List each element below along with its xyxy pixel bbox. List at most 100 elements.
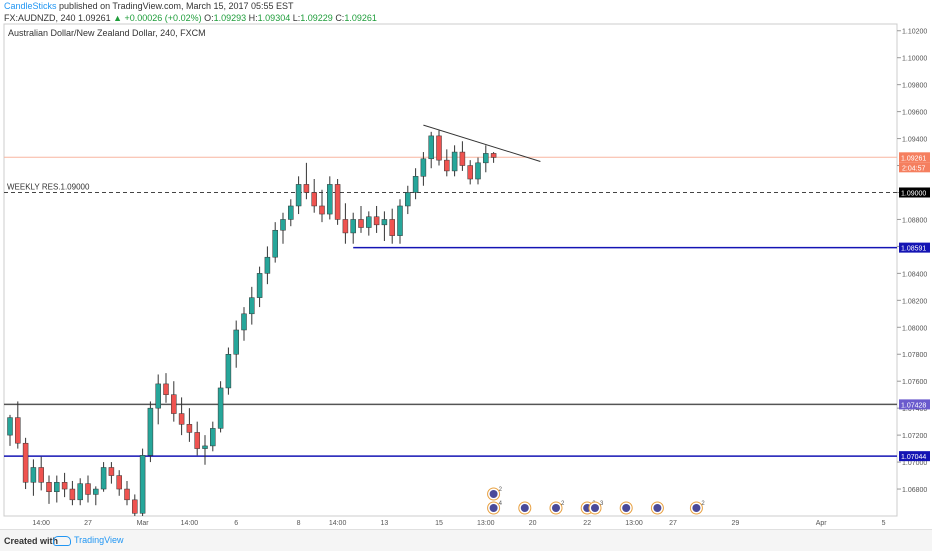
candle-body[interactable] xyxy=(373,216,380,226)
y-tick-label: 1.08800 xyxy=(902,217,927,224)
candle-body[interactable] xyxy=(217,387,224,429)
candle-body[interactable] xyxy=(412,176,419,193)
y-tick-label: 1.06800 xyxy=(902,487,927,494)
candle-body[interactable] xyxy=(194,432,200,449)
candle-body[interactable] xyxy=(108,467,115,476)
candle-body[interactable] xyxy=(93,488,99,495)
candle-body[interactable] xyxy=(124,488,130,501)
y-tick-label: 1.08200 xyxy=(902,298,927,305)
candle-body[interactable] xyxy=(459,151,466,166)
candle-body[interactable] xyxy=(389,219,395,236)
candle-body[interactable] xyxy=(69,488,76,501)
price-tag-bg xyxy=(899,451,930,462)
x-tick-label: 20 xyxy=(529,520,537,527)
price-tag-bg xyxy=(899,152,930,163)
candle-body[interactable] xyxy=(139,455,146,514)
candle-body[interactable] xyxy=(350,219,356,234)
candle-body[interactable] xyxy=(100,467,107,490)
candle-body[interactable] xyxy=(420,158,427,177)
close-value: 1.09261 xyxy=(344,13,377,23)
candle-body[interactable] xyxy=(311,192,317,207)
candle-body[interactable] xyxy=(319,205,325,215)
candle-body[interactable] xyxy=(483,153,489,164)
event-count: 2 xyxy=(561,501,565,507)
last-price: 1.09261 xyxy=(78,13,111,23)
candle-body[interactable] xyxy=(233,329,239,355)
x-tick-label: 27 xyxy=(669,520,677,527)
candle-body[interactable] xyxy=(256,273,263,298)
candle-body[interactable] xyxy=(397,205,403,236)
x-tick-label: 29 xyxy=(732,520,740,527)
candle-body[interactable] xyxy=(163,383,169,395)
candle-body[interactable] xyxy=(241,313,247,331)
candle-body[interactable] xyxy=(288,205,294,220)
price-tag-bg xyxy=(899,187,930,198)
candle-body[interactable] xyxy=(327,184,333,215)
event-icon-globe xyxy=(520,504,529,512)
candle-body[interactable] xyxy=(147,407,154,456)
x-tick-label: 8 xyxy=(297,520,301,527)
event-count: 3 xyxy=(600,501,604,507)
candle-body[interactable] xyxy=(358,219,364,228)
y-tick-label: 1.09400 xyxy=(902,137,927,144)
candle-body[interactable] xyxy=(249,297,255,315)
x-tick-label: 13 xyxy=(381,520,389,527)
candle-body[interactable] xyxy=(77,483,83,501)
candle-body[interactable] xyxy=(381,219,388,226)
candle-body[interactable] xyxy=(342,219,349,234)
price-tag-bg xyxy=(899,242,930,253)
event-icon-globe xyxy=(653,504,662,512)
candle-body[interactable] xyxy=(7,417,13,436)
price-chart[interactable]: Australian Dollar/New Zealand Dollar, 24… xyxy=(0,0,932,529)
plot-area[interactable] xyxy=(3,23,898,517)
candle-body[interactable] xyxy=(210,428,216,447)
candle-body[interactable] xyxy=(178,413,185,425)
candle-body[interactable] xyxy=(225,353,232,389)
candle-body[interactable] xyxy=(155,383,161,409)
candle-body[interactable] xyxy=(436,135,442,161)
candle-body[interactable] xyxy=(132,499,138,514)
candle-body[interactable] xyxy=(202,445,208,449)
candle-body[interactable] xyxy=(22,442,29,483)
candle-body[interactable] xyxy=(295,184,302,207)
candle-body[interactable] xyxy=(428,135,434,160)
candle-body[interactable] xyxy=(61,482,68,490)
candle-body[interactable] xyxy=(366,216,372,228)
candle-body[interactable] xyxy=(264,256,271,274)
candle-body[interactable] xyxy=(490,153,497,158)
candle-body[interactable] xyxy=(444,159,450,172)
event-icon-globe xyxy=(489,490,498,498)
candle-body[interactable] xyxy=(334,184,341,220)
candle-body[interactable] xyxy=(171,394,177,414)
candle-body[interactable] xyxy=(186,424,193,433)
candle-body[interactable] xyxy=(405,192,411,207)
candle-body[interactable] xyxy=(46,482,52,492)
candle-body[interactable] xyxy=(116,475,122,490)
candle-body[interactable] xyxy=(467,165,473,180)
candle-body[interactable] xyxy=(475,162,481,180)
candle-body[interactable] xyxy=(85,483,91,495)
candle-body[interactable] xyxy=(54,482,60,492)
price-tag-label: 1.07044 xyxy=(901,454,926,461)
tradingview-brand[interactable]: TradingView xyxy=(53,535,124,546)
candle-body[interactable] xyxy=(451,151,458,172)
author-name[interactable]: CandleSticks xyxy=(4,1,57,11)
candle-body[interactable] xyxy=(38,467,44,483)
candle-body[interactable] xyxy=(303,184,310,193)
open-label: O: xyxy=(204,13,214,23)
candle-body[interactable] xyxy=(280,219,286,231)
event-count: 2 xyxy=(701,501,705,507)
x-tick-label: 14:00 xyxy=(32,520,50,527)
chart-title: Australian Dollar/New Zealand Dollar, 24… xyxy=(8,28,206,38)
event-icon-globe xyxy=(489,504,498,512)
published-info: published on TradingView.com, March 15, … xyxy=(59,1,294,11)
price-change: ▲ +0.00026 (+0.02%) xyxy=(113,13,202,23)
low-label: L: xyxy=(292,13,301,23)
countdown-tag-label: 2:04:57 xyxy=(902,165,925,172)
candle-body[interactable] xyxy=(30,467,37,483)
high-value: 1.09304 xyxy=(257,13,291,23)
y-tick-label: 1.07600 xyxy=(902,379,927,386)
candle-body[interactable] xyxy=(272,229,278,258)
trend-line[interactable] xyxy=(423,124,541,162)
candle-body[interactable] xyxy=(15,417,21,444)
